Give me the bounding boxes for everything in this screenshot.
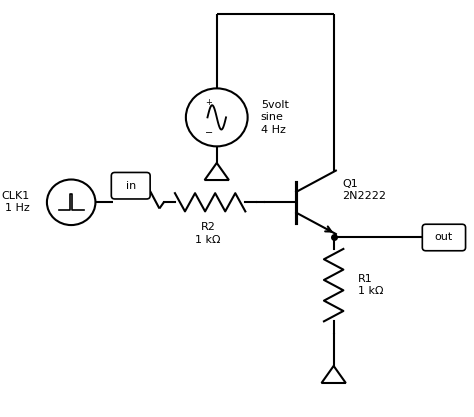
- Text: −: −: [205, 128, 213, 138]
- Text: R2
1 kΩ: R2 1 kΩ: [195, 222, 221, 244]
- Text: R1
1 kΩ: R1 1 kΩ: [358, 274, 383, 296]
- Text: in: in: [126, 181, 136, 191]
- FancyBboxPatch shape: [111, 173, 150, 199]
- Text: out: out: [435, 233, 453, 243]
- Text: Q1
2N2222: Q1 2N2222: [343, 178, 386, 201]
- Text: CLK1
1 Hz: CLK1 1 Hz: [1, 191, 29, 214]
- Text: 5volt
sine
4 Hz: 5volt sine 4 Hz: [261, 100, 289, 135]
- Text: +: +: [206, 98, 212, 107]
- FancyBboxPatch shape: [422, 224, 465, 251]
